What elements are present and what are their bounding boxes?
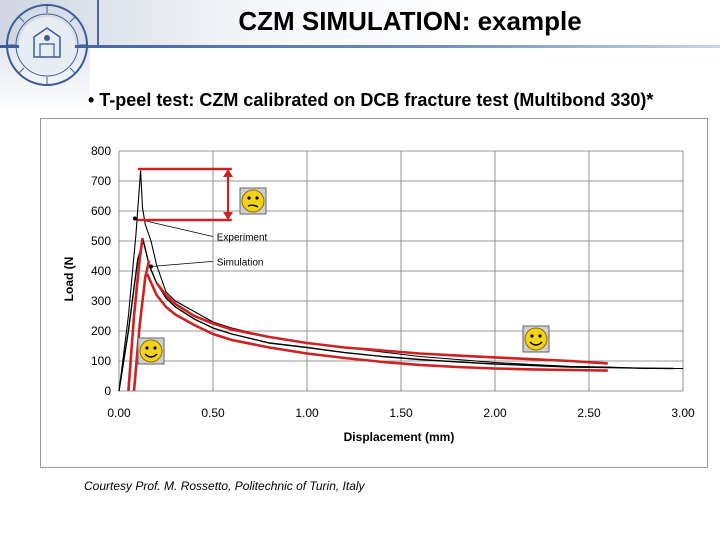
x-tick-label: 0.50 [201, 406, 225, 420]
chart-frame: 0 100 200 300 400 500 600 700 800 0.00 0.50 1.00 1.5… [40, 118, 708, 468]
neutral-smiley-icon [239, 187, 267, 215]
highlight-curve [132, 260, 151, 392]
y-tick-label: 400 [91, 264, 111, 278]
annotation-label: Experiment [217, 233, 268, 244]
x-tick-label: 1.00 [295, 406, 319, 420]
highlight-curve [155, 282, 608, 365]
slide-title: CZM SIMULATION: example [238, 6, 582, 36]
axis-ticks: 0 100 200 300 400 500 600 700 800 0.00 0.50 1.00 1.5… [91, 144, 695, 420]
y-tick-label: 100 [91, 354, 111, 368]
annotation-leader [134, 218, 213, 237]
header-band [0, 0, 720, 46]
x-tick-label: 1.50 [389, 406, 413, 420]
y-tick-label: 500 [91, 234, 111, 248]
highlight-overlay [137, 167, 550, 365]
y-tick-label: 200 [91, 324, 111, 338]
series [118, 170, 683, 392]
header-vertical-divider [97, 0, 99, 46]
annotations: Experiment Simulation [132, 216, 268, 269]
y-tick-label: 300 [91, 294, 111, 308]
highlight-curve [146, 273, 608, 372]
x-tick-label: 2.00 [483, 406, 507, 420]
annotation-dot [148, 264, 153, 269]
header-divider [0, 45, 720, 48]
y-axis-label: Load (N [62, 257, 76, 302]
grid [118, 150, 684, 392]
x-axis-label: Displacement (mm) [344, 430, 455, 444]
series-line-experiment [118, 170, 683, 392]
annotation-leader [150, 261, 213, 267]
courtesy-note: Courtesy Prof. M. Rossetto, Politechnic … [84, 479, 365, 493]
load-displacement-chart: 0 100 200 300 400 500 600 700 800 0.00 0.50 1.00 1.5… [62, 144, 695, 444]
annotation-dot [132, 216, 137, 221]
double-arrow-icon [223, 169, 234, 220]
x-tick-label: 0.00 [107, 406, 131, 420]
x-tick-label: 2.50 [577, 406, 601, 420]
y-tick-label: 700 [91, 174, 111, 188]
happy-smiley-icon [522, 325, 550, 353]
x-tick-label: 3.00 [671, 406, 695, 420]
annotation-label: Simulation [217, 257, 264, 268]
university-seal-icon [6, 4, 88, 86]
slide-bullet: • T-peel test: CZM calibrated on DCB fra… [88, 90, 654, 110]
y-tick-label: 800 [91, 144, 111, 158]
y-tick-label: 600 [91, 204, 111, 218]
happy-smiley-icon [137, 337, 165, 365]
series-line-simulation [118, 238, 674, 392]
highlight-curve [127, 237, 144, 392]
y-tick-label: 0 [104, 384, 111, 398]
